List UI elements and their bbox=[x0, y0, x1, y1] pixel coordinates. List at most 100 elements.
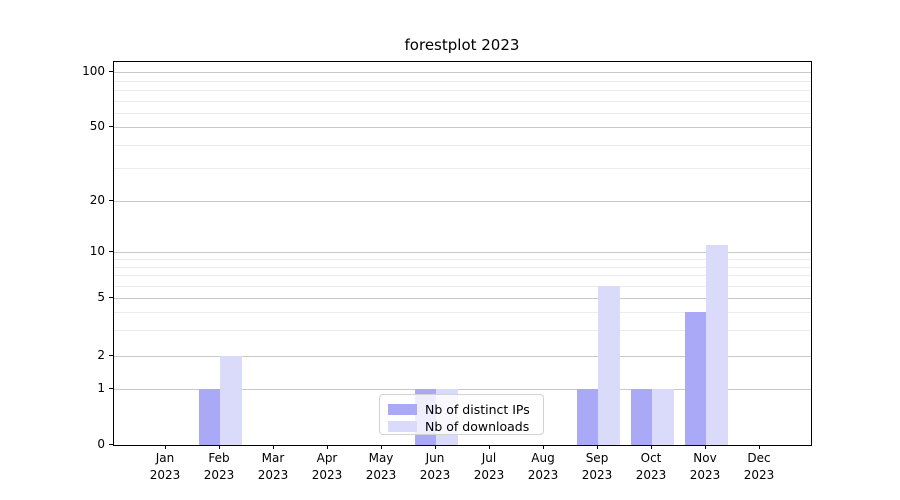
minor-gridline bbox=[114, 266, 811, 268]
x-tick-label-jan: Jan 2023 bbox=[135, 450, 195, 484]
month-label: Oct bbox=[640, 451, 662, 465]
legend-row: Nb of distinct IPs bbox=[388, 402, 534, 417]
x-tick-mark bbox=[273, 445, 274, 449]
x-tick-label-mar: Mar 2023 bbox=[243, 450, 303, 484]
month-label: Aug bbox=[531, 451, 555, 465]
major-gridline bbox=[114, 297, 811, 299]
y-tick-label: 20 bbox=[89, 192, 105, 207]
major-gridline bbox=[114, 356, 811, 357]
year-label: 2023 bbox=[473, 468, 505, 482]
bar-sep-distinct-ips bbox=[576, 389, 598, 445]
x-tick-mark bbox=[219, 445, 220, 449]
x-tick-label-dec: Dec 2023 bbox=[729, 450, 789, 484]
year-label: 2023 bbox=[257, 468, 289, 482]
legend-swatch-icon bbox=[388, 404, 417, 415]
legend-row: Nb of downloads bbox=[388, 419, 534, 434]
y-tick-mark bbox=[109, 388, 113, 390]
x-tick-mark bbox=[759, 445, 760, 449]
month-label: Apr bbox=[316, 451, 338, 465]
year-label: 2023 bbox=[689, 468, 721, 482]
y-tick-mark bbox=[109, 199, 113, 201]
minor-gridline bbox=[114, 275, 811, 277]
year-label: 2023 bbox=[149, 468, 181, 482]
minor-gridline bbox=[114, 100, 811, 102]
minor-gridline bbox=[114, 168, 811, 170]
y-tick-mark bbox=[109, 296, 113, 298]
minor-gridline bbox=[114, 112, 811, 114]
x-tick-label-apr: Apr 2023 bbox=[297, 450, 357, 484]
month-label: Sep bbox=[585, 451, 609, 465]
y-tick-label: 0 bbox=[97, 437, 105, 452]
month-label: Jun bbox=[425, 451, 445, 465]
year-label: 2023 bbox=[203, 468, 235, 482]
major-gridline bbox=[114, 200, 811, 202]
minor-gridline bbox=[114, 258, 811, 260]
bar-sep-downloads bbox=[598, 285, 620, 445]
month-label: Dec bbox=[747, 451, 771, 465]
year-label: 2023 bbox=[635, 468, 667, 482]
y-tick-mark bbox=[109, 126, 113, 128]
y-tick-label: 100 bbox=[82, 64, 105, 79]
y-tick-label: 5 bbox=[97, 289, 105, 304]
month-label: Mar bbox=[261, 451, 285, 465]
x-tick-label-nov: Nov 2023 bbox=[675, 450, 735, 484]
minor-gridline bbox=[114, 311, 811, 313]
chart-title: forestplot 2023 bbox=[404, 36, 520, 54]
x-tick-label-jun: Jun 2023 bbox=[405, 450, 465, 484]
x-tick-mark bbox=[705, 445, 706, 449]
x-tick-mark bbox=[327, 445, 328, 449]
x-tick-label-feb: Feb 2023 bbox=[189, 450, 249, 484]
plot-area: Nb of distinct IPs Nb of downloads bbox=[113, 61, 812, 446]
x-tick-label-oct: Oct 2023 bbox=[621, 450, 681, 484]
month-label: Nov bbox=[693, 451, 717, 465]
bar-nov-downloads bbox=[706, 244, 728, 445]
year-label: 2023 bbox=[527, 468, 559, 482]
legend-swatch-icon bbox=[388, 421, 417, 432]
x-tick-label-sep: Sep 2023 bbox=[567, 450, 627, 484]
y-tick-label: 10 bbox=[89, 243, 105, 258]
x-tick-mark bbox=[651, 445, 652, 449]
minor-gridline bbox=[114, 330, 811, 332]
month-label: May bbox=[368, 451, 394, 465]
major-gridline bbox=[114, 127, 811, 129]
bar-feb-distinct-ips bbox=[198, 389, 220, 445]
y-tick-label: 1 bbox=[97, 381, 105, 396]
minor-gridline bbox=[114, 145, 811, 147]
year-label: 2023 bbox=[419, 468, 451, 482]
legend: Nb of distinct IPs Nb of downloads bbox=[379, 394, 544, 435]
x-tick-mark bbox=[435, 445, 436, 449]
x-tick-label-may: May 2023 bbox=[351, 450, 411, 484]
minor-gridline bbox=[114, 90, 811, 91]
bar-nov-distinct-ips bbox=[684, 311, 706, 445]
year-label: 2023 bbox=[365, 468, 397, 482]
month-label: Feb bbox=[208, 451, 230, 465]
year-label: 2023 bbox=[581, 468, 613, 482]
x-tick-label-aug: Aug 2023 bbox=[513, 450, 573, 484]
minor-gridline bbox=[114, 80, 811, 82]
year-label: 2023 bbox=[311, 468, 343, 482]
month-label: Jul bbox=[481, 451, 497, 465]
y-tick-label: 2 bbox=[97, 348, 105, 362]
major-gridline bbox=[114, 72, 811, 74]
y-tick-mark bbox=[109, 250, 113, 252]
x-tick-mark bbox=[489, 445, 490, 449]
year-label: 2023 bbox=[743, 468, 775, 482]
x-tick-mark bbox=[165, 445, 166, 449]
y-tick-mark bbox=[109, 355, 113, 356]
month-label: Jan bbox=[155, 451, 175, 465]
x-tick-label-jul: Jul 2023 bbox=[459, 450, 519, 484]
bar-oct-downloads bbox=[652, 389, 674, 445]
bar-oct-distinct-ips bbox=[630, 389, 652, 445]
y-tick-mark bbox=[109, 71, 113, 73]
legend-label: Nb of downloads bbox=[425, 419, 530, 434]
x-tick-mark bbox=[597, 445, 598, 449]
x-tick-mark bbox=[543, 445, 544, 449]
bar-feb-downloads bbox=[220, 356, 242, 445]
y-tick-mark bbox=[109, 444, 113, 446]
minor-gridline bbox=[114, 285, 811, 287]
legend-label: Nb of distinct IPs bbox=[425, 402, 530, 417]
major-gridline bbox=[114, 251, 811, 253]
y-tick-label: 50 bbox=[89, 119, 105, 134]
major-gridline bbox=[114, 389, 811, 391]
